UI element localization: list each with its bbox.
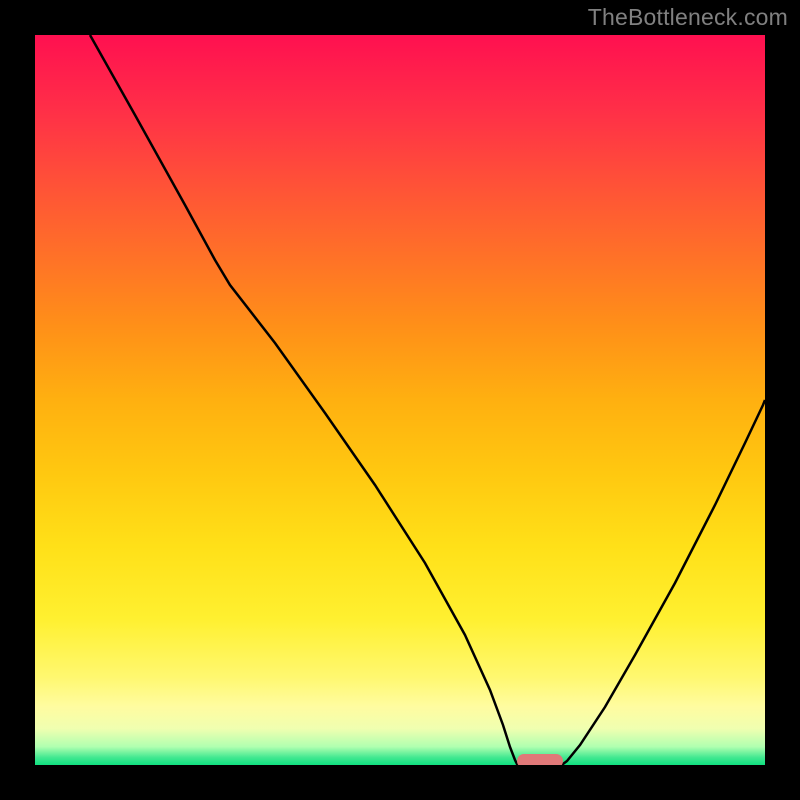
- chart-background: [35, 35, 765, 765]
- watermark-text: TheBottleneck.com: [588, 4, 788, 31]
- chart-svg: [35, 35, 765, 765]
- chart-minimum-marker: [517, 754, 563, 765]
- chart-plot-area: [35, 35, 765, 765]
